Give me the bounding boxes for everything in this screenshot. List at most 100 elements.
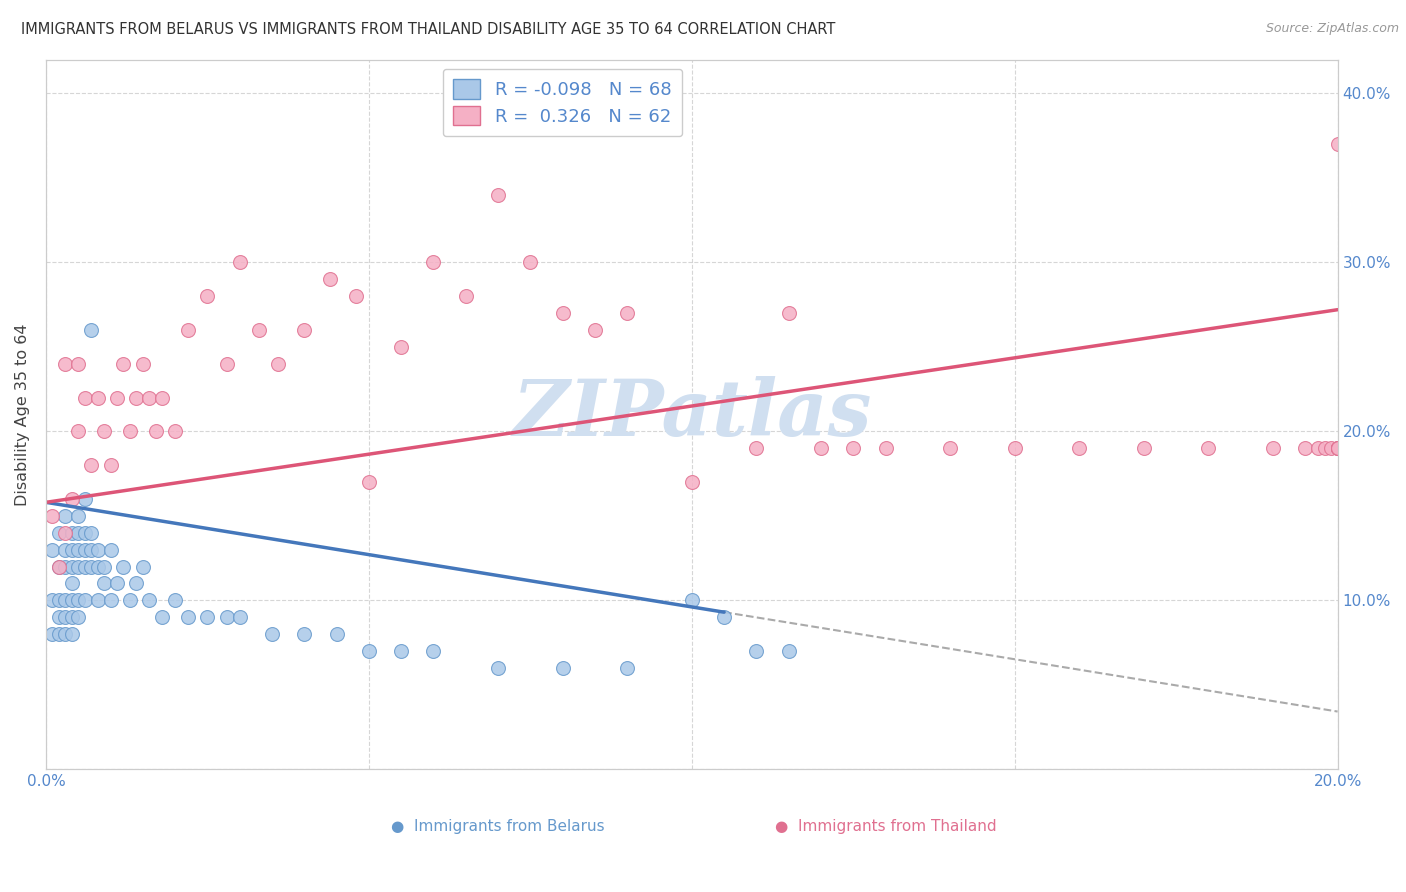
Text: ●  Immigrants from Thailand: ● Immigrants from Thailand: [775, 819, 997, 834]
Point: [1294, 442, 1316, 456]
Point: [73, 491, 96, 506]
Point: [165, 593, 187, 607]
Point: [125, 576, 148, 591]
Point: [215, 357, 238, 371]
Point: [41, 627, 63, 641]
Point: [67, 508, 90, 523]
Point: [48, 559, 70, 574]
Point: [228, 255, 250, 269]
Point: [616, 306, 638, 320]
Point: [1261, 442, 1284, 456]
Point: [810, 442, 832, 456]
Y-axis label: Disability Age 35 to 64: Disability Age 35 to 64: [15, 323, 30, 506]
Point: [105, 391, 128, 405]
Point: [73, 559, 96, 574]
Point: [1326, 442, 1348, 456]
Point: [100, 593, 122, 607]
Point: [1069, 442, 1091, 456]
Point: [150, 610, 173, 624]
Point: [67, 593, 90, 607]
Point: [67, 542, 90, 557]
Point: [60, 627, 83, 641]
Point: [267, 357, 290, 371]
Point: [1313, 442, 1336, 456]
Point: [1326, 442, 1348, 456]
Point: [53, 610, 76, 624]
Point: [67, 610, 90, 624]
Point: [53, 525, 76, 540]
Point: [112, 559, 135, 574]
Point: [73, 525, 96, 540]
Point: [875, 442, 897, 456]
Point: [260, 627, 283, 641]
Point: [93, 425, 115, 439]
Point: [53, 627, 76, 641]
Point: [745, 442, 768, 456]
Point: [519, 255, 541, 269]
Point: [73, 542, 96, 557]
Point: [48, 627, 70, 641]
Point: [80, 323, 103, 337]
Point: [41, 508, 63, 523]
Point: [138, 391, 160, 405]
Point: [215, 610, 238, 624]
Point: [1326, 442, 1348, 456]
Point: [80, 542, 103, 557]
Point: [422, 644, 444, 658]
Point: [177, 610, 200, 624]
Point: [1326, 442, 1348, 456]
Point: [228, 610, 250, 624]
Text: ZIPatlas: ZIPatlas: [512, 376, 872, 453]
Point: [357, 644, 380, 658]
Point: [1326, 137, 1348, 152]
Point: [292, 627, 315, 641]
Point: [80, 458, 103, 472]
Point: [48, 593, 70, 607]
Point: [73, 391, 96, 405]
Point: [112, 357, 135, 371]
Point: [60, 559, 83, 574]
Point: [86, 593, 108, 607]
Point: [1004, 442, 1026, 456]
Point: [132, 559, 155, 574]
Point: [681, 475, 703, 489]
Point: [1326, 442, 1348, 456]
Point: [125, 391, 148, 405]
Point: [100, 458, 122, 472]
Point: [247, 323, 270, 337]
Point: [53, 559, 76, 574]
Point: [486, 661, 509, 675]
Point: [713, 610, 735, 624]
Point: [150, 391, 173, 405]
Point: [60, 491, 83, 506]
Point: [86, 559, 108, 574]
Point: [53, 593, 76, 607]
Point: [616, 661, 638, 675]
Point: [292, 323, 315, 337]
Point: [67, 425, 90, 439]
Point: [73, 593, 96, 607]
Point: [60, 593, 83, 607]
Point: [454, 289, 477, 303]
Point: [93, 576, 115, 591]
Point: [100, 542, 122, 557]
Point: [1133, 442, 1156, 456]
Point: [1198, 442, 1220, 456]
Point: [80, 559, 103, 574]
Point: [48, 559, 70, 574]
Point: [551, 306, 574, 320]
Point: [197, 289, 219, 303]
Point: [118, 425, 141, 439]
Point: [422, 255, 444, 269]
Point: [60, 610, 83, 624]
Point: [41, 542, 63, 557]
Point: [138, 593, 160, 607]
Point: [1308, 442, 1330, 456]
Text: Source: ZipAtlas.com: Source: ZipAtlas.com: [1265, 22, 1399, 36]
Point: [53, 357, 76, 371]
Point: [165, 425, 187, 439]
Point: [1326, 442, 1348, 456]
Point: [80, 525, 103, 540]
Point: [67, 559, 90, 574]
Point: [939, 442, 962, 456]
